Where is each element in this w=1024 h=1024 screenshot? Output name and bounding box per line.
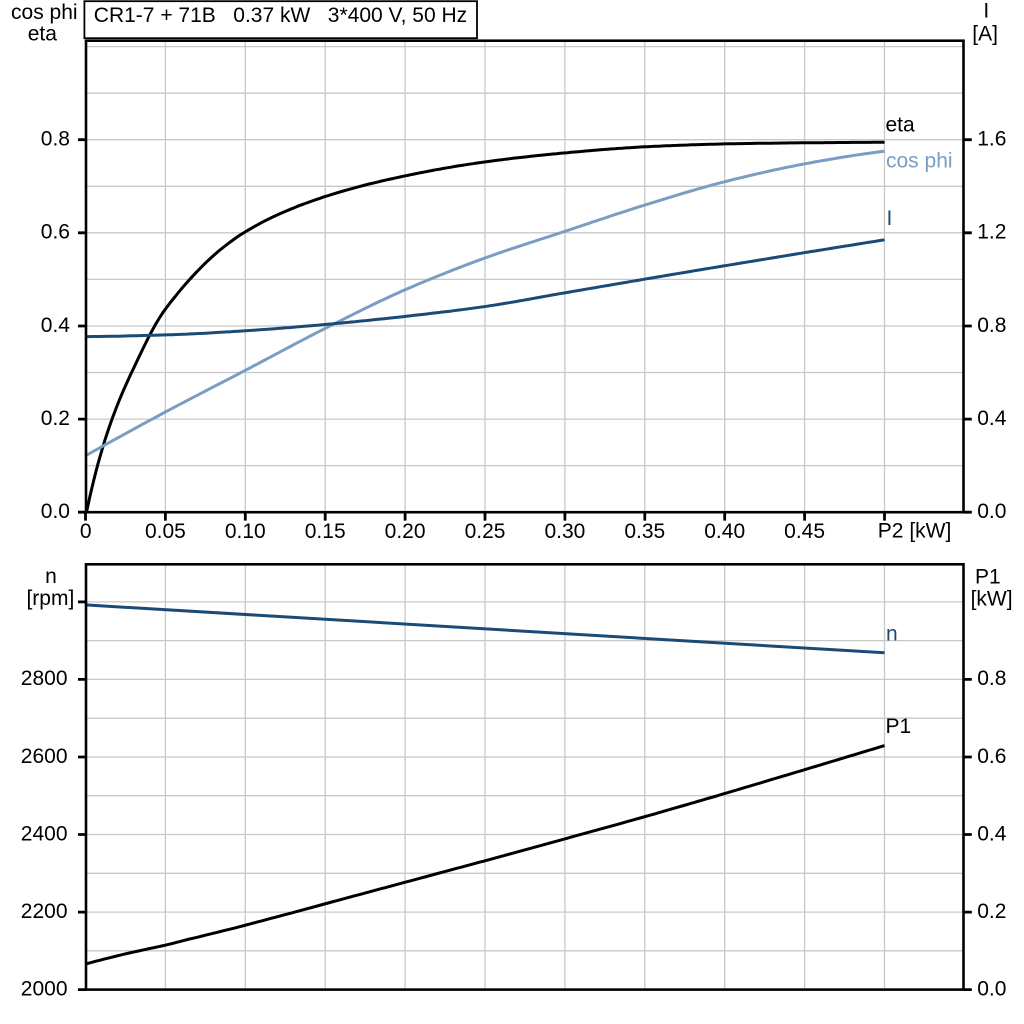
svg-text:cos phi: cos phi: [886, 150, 953, 173]
svg-text:0.8: 0.8: [41, 128, 70, 151]
svg-text:0: 0: [80, 520, 92, 543]
svg-text:1.6: 1.6: [977, 128, 1006, 151]
svg-text:n: n: [886, 623, 898, 646]
svg-text:I: I: [983, 0, 989, 23]
svg-text:0.4: 0.4: [977, 407, 1007, 430]
svg-text:0.8: 0.8: [977, 314, 1006, 337]
svg-text:1.2: 1.2: [977, 221, 1006, 244]
svg-text:0.20: 0.20: [385, 520, 426, 543]
svg-text:0.4: 0.4: [41, 314, 71, 337]
svg-text:2800: 2800: [21, 667, 68, 690]
svg-text:0.45: 0.45: [784, 520, 825, 543]
svg-text:n: n: [45, 565, 57, 588]
svg-text:CR1-7 + 71B 0.37 kW 3*400: CR1-7 + 71B 0.37 kW 3*400 V, 50 Hz: [94, 4, 467, 27]
svg-text:[A]: [A]: [972, 23, 998, 46]
svg-text:0.4: 0.4: [977, 822, 1007, 845]
svg-text:0.2: 0.2: [977, 900, 1006, 923]
svg-text:0.15: 0.15: [305, 520, 346, 543]
svg-text:0.35: 0.35: [624, 520, 665, 543]
svg-text:0.6: 0.6: [41, 221, 70, 244]
svg-text:eta: eta: [28, 22, 58, 45]
svg-text:0.6: 0.6: [977, 745, 1006, 768]
svg-text:P1: P1: [975, 565, 1001, 588]
svg-text:cos phi: cos phi: [11, 1, 78, 24]
svg-text:0.25: 0.25: [465, 520, 506, 543]
svg-text:[rpm]: [rpm]: [26, 587, 74, 610]
svg-text:[kW]: [kW]: [971, 587, 1013, 610]
svg-text:0.0: 0.0: [41, 500, 70, 523]
svg-text:2000: 2000: [21, 977, 68, 1000]
svg-text:0.2: 0.2: [41, 407, 70, 430]
svg-text:2400: 2400: [21, 822, 68, 845]
svg-text:0.40: 0.40: [704, 520, 745, 543]
svg-text:P1: P1: [886, 715, 912, 738]
svg-text:eta: eta: [886, 114, 916, 137]
svg-text:P2 [kW]: P2 [kW]: [878, 520, 952, 543]
svg-text:0.10: 0.10: [225, 520, 266, 543]
svg-text:2200: 2200: [21, 900, 68, 923]
svg-text:I: I: [887, 207, 893, 230]
svg-text:0.30: 0.30: [544, 520, 585, 543]
svg-text:0.0: 0.0: [977, 500, 1006, 523]
svg-text:0.05: 0.05: [145, 520, 186, 543]
svg-text:0.0: 0.0: [977, 977, 1006, 1000]
svg-text:0.8: 0.8: [977, 667, 1006, 690]
svg-text:2600: 2600: [21, 745, 68, 768]
